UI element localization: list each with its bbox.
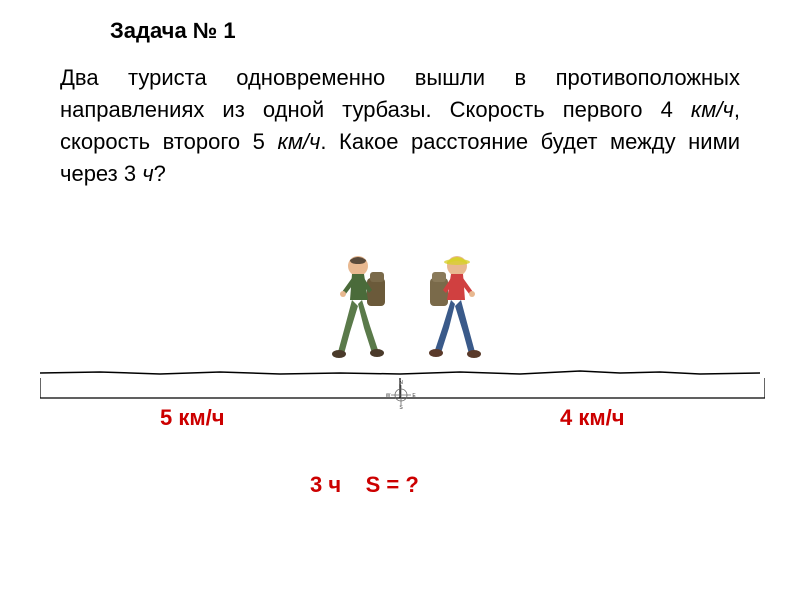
svg-text:W: W [386,393,391,399]
problem-title: Задача № 1 [110,18,236,44]
unit: ч [142,161,153,186]
problem-statement: Два туриста одновременно вышли в противо… [60,62,740,190]
ground-line [40,365,760,375]
unit: км/ч [691,97,734,122]
tourist-right-icon [415,250,485,360]
distance-question: S = ? [366,472,419,497]
bracket-left [40,378,400,408]
speed-right-label: 4 км/ч [560,405,625,431]
time-question-row: 3 ч S = ? [310,472,419,498]
bracket-right [400,378,765,408]
speed-left-label: 5 км/ч [160,405,225,431]
svg-text:S: S [399,405,403,410]
svg-text:N: N [399,380,403,386]
time-label: 3 ч [310,472,341,497]
svg-text:E: E [412,393,416,399]
unit: км/ч [277,129,320,154]
problem-text-part: Два туриста одновременно вышли в противо… [60,65,740,122]
problem-text-part: ? [154,161,166,186]
compass-icon: N S E W [386,380,416,410]
motion-diagram: N S E W 5 км/ч 4 км/ч 3 ч S = ? [0,250,800,530]
tourist-left-icon [330,250,400,360]
